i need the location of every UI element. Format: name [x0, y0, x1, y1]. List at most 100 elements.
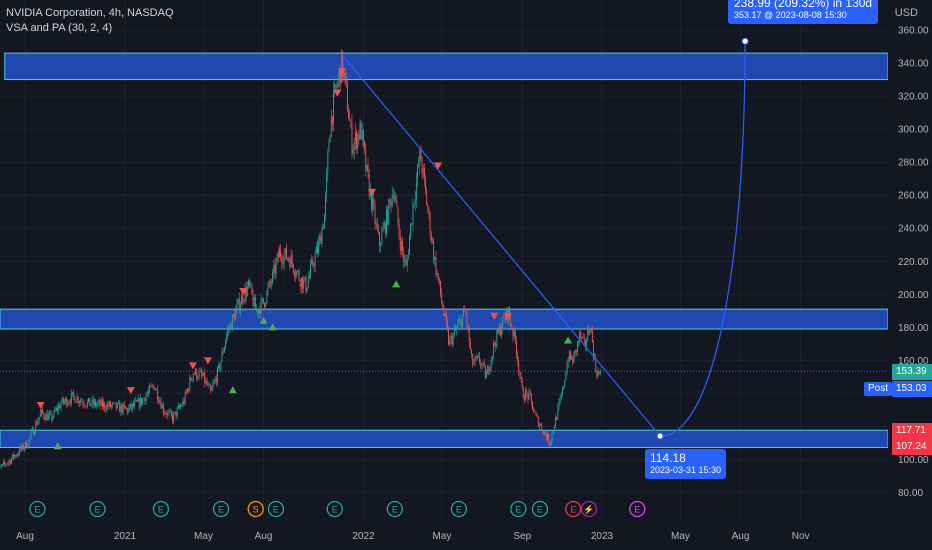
earnings-events[interactable]: E E E E S E E E E E E E ⚡ E — [29, 500, 646, 518]
drawings[interactable] — [0, 37, 888, 440]
candle-body — [494, 343, 496, 345]
candle-body — [298, 271, 300, 281]
event-marker[interactable]: E — [531, 500, 549, 518]
candle-body — [52, 416, 54, 420]
candle-body — [229, 323, 231, 330]
event-marker[interactable]: E — [510, 500, 527, 518]
candle-body — [488, 366, 490, 373]
candle-body — [260, 298, 262, 314]
candle-body — [532, 401, 533, 410]
projection-end-point[interactable] — [741, 37, 749, 45]
event-marker[interactable]: E — [89, 500, 106, 518]
candle-body — [126, 408, 128, 410]
candle-body — [251, 284, 253, 294]
candle-body — [544, 430, 546, 435]
event-marker[interactable]: E — [267, 500, 285, 518]
candle-body — [42, 409, 44, 414]
vsa-down-marker — [36, 401, 45, 409]
candle-body — [315, 246, 317, 254]
candle-body — [588, 329, 590, 334]
candle-body — [514, 330, 516, 341]
candle-body — [471, 349, 473, 355]
price-tick-label: 160.00 — [898, 356, 929, 367]
price-tick-label: 80.00 — [898, 488, 923, 499]
candle-body — [172, 414, 174, 422]
candle-body — [95, 400, 96, 406]
candle-body — [487, 366, 489, 374]
candle-body — [203, 372, 205, 376]
candle-body — [175, 411, 177, 417]
event-marker[interactable]: E — [326, 500, 343, 518]
projection-start-point[interactable] — [656, 432, 664, 440]
candle-body — [233, 314, 234, 316]
candle-body — [486, 373, 487, 378]
candle-body — [303, 279, 305, 289]
candle-body — [134, 401, 136, 407]
zone-0[interactable] — [4, 52, 889, 81]
candle-body — [299, 280, 301, 288]
symbol-title[interactable]: NVIDIA Corporation, 4h, NASDAQ — [6, 7, 174, 19]
support-resistance-zones[interactable] — [0, 52, 889, 449]
candle-body — [503, 316, 505, 318]
event-marker[interactable]: E — [212, 500, 230, 518]
candle-body — [284, 248, 286, 255]
candle-body — [356, 131, 358, 149]
candle-body — [0, 466, 1, 468]
price-tick-label: 180.00 — [898, 323, 929, 334]
event-ring — [510, 500, 527, 518]
candle-body — [444, 313, 446, 316]
candle-body — [162, 404, 164, 413]
candle-body — [241, 294, 243, 305]
candle-body — [250, 284, 252, 285]
indicator-title[interactable]: VSA and PA (30, 2, 4) — [6, 22, 113, 34]
candle-body — [74, 395, 76, 403]
candle-body — [34, 432, 36, 435]
candle-body — [139, 397, 141, 408]
candle-body — [118, 402, 119, 404]
candle-body — [402, 241, 404, 252]
event-marker[interactable]: E — [450, 500, 468, 518]
candle-body — [215, 378, 217, 383]
candle-body — [596, 371, 598, 377]
candle-body — [169, 411, 171, 412]
event-marker[interactable]: E — [565, 500, 582, 518]
event-marker[interactable]: E — [629, 500, 646, 518]
candle-body — [478, 356, 479, 358]
candle-body — [107, 404, 109, 407]
event-marker[interactable]: S — [247, 500, 264, 518]
candle-body — [360, 122, 362, 140]
candle-body — [244, 287, 246, 301]
time-tick-label: Sep — [513, 531, 531, 542]
candle-body — [323, 214, 325, 229]
candle-body — [557, 406, 559, 420]
candle-body — [540, 424, 542, 426]
projection-curve[interactable] — [660, 41, 746, 437]
zone-2[interactable] — [0, 429, 889, 449]
candle-body — [106, 404, 108, 410]
candle-body — [213, 381, 215, 385]
currency-label[interactable]: USD — [894, 7, 918, 19]
candle-body — [236, 303, 238, 310]
price-axis[interactable]: 80.00100.00120.00140.00160.00180.00200.0… — [888, 0, 932, 550]
vsa-down-marker — [503, 312, 512, 320]
trendline[interactable] — [341, 54, 661, 437]
event-marker[interactable]: ⚡ — [580, 500, 598, 518]
candle-body — [570, 351, 571, 359]
candle-body — [282, 262, 284, 264]
candle-body — [446, 321, 448, 330]
candle-body — [145, 395, 147, 402]
event-ring — [565, 500, 582, 518]
event-marker[interactable]: E — [29, 500, 46, 518]
time-tick-label: May — [194, 531, 213, 542]
candle-body — [389, 199, 391, 201]
event-marker[interactable]: E — [386, 500, 404, 518]
candle-body — [289, 259, 291, 268]
candle-body — [274, 265, 276, 274]
candle-body — [449, 339, 451, 345]
time-axis[interactable]: Aug 2021 May Aug 2022 May Sep 2023 May Aug Nov — [16, 531, 809, 542]
candle-body — [183, 400, 185, 404]
time-tick-label: May — [432, 531, 451, 542]
event-marker[interactable]: E — [152, 500, 170, 518]
candle-body — [512, 329, 514, 337]
